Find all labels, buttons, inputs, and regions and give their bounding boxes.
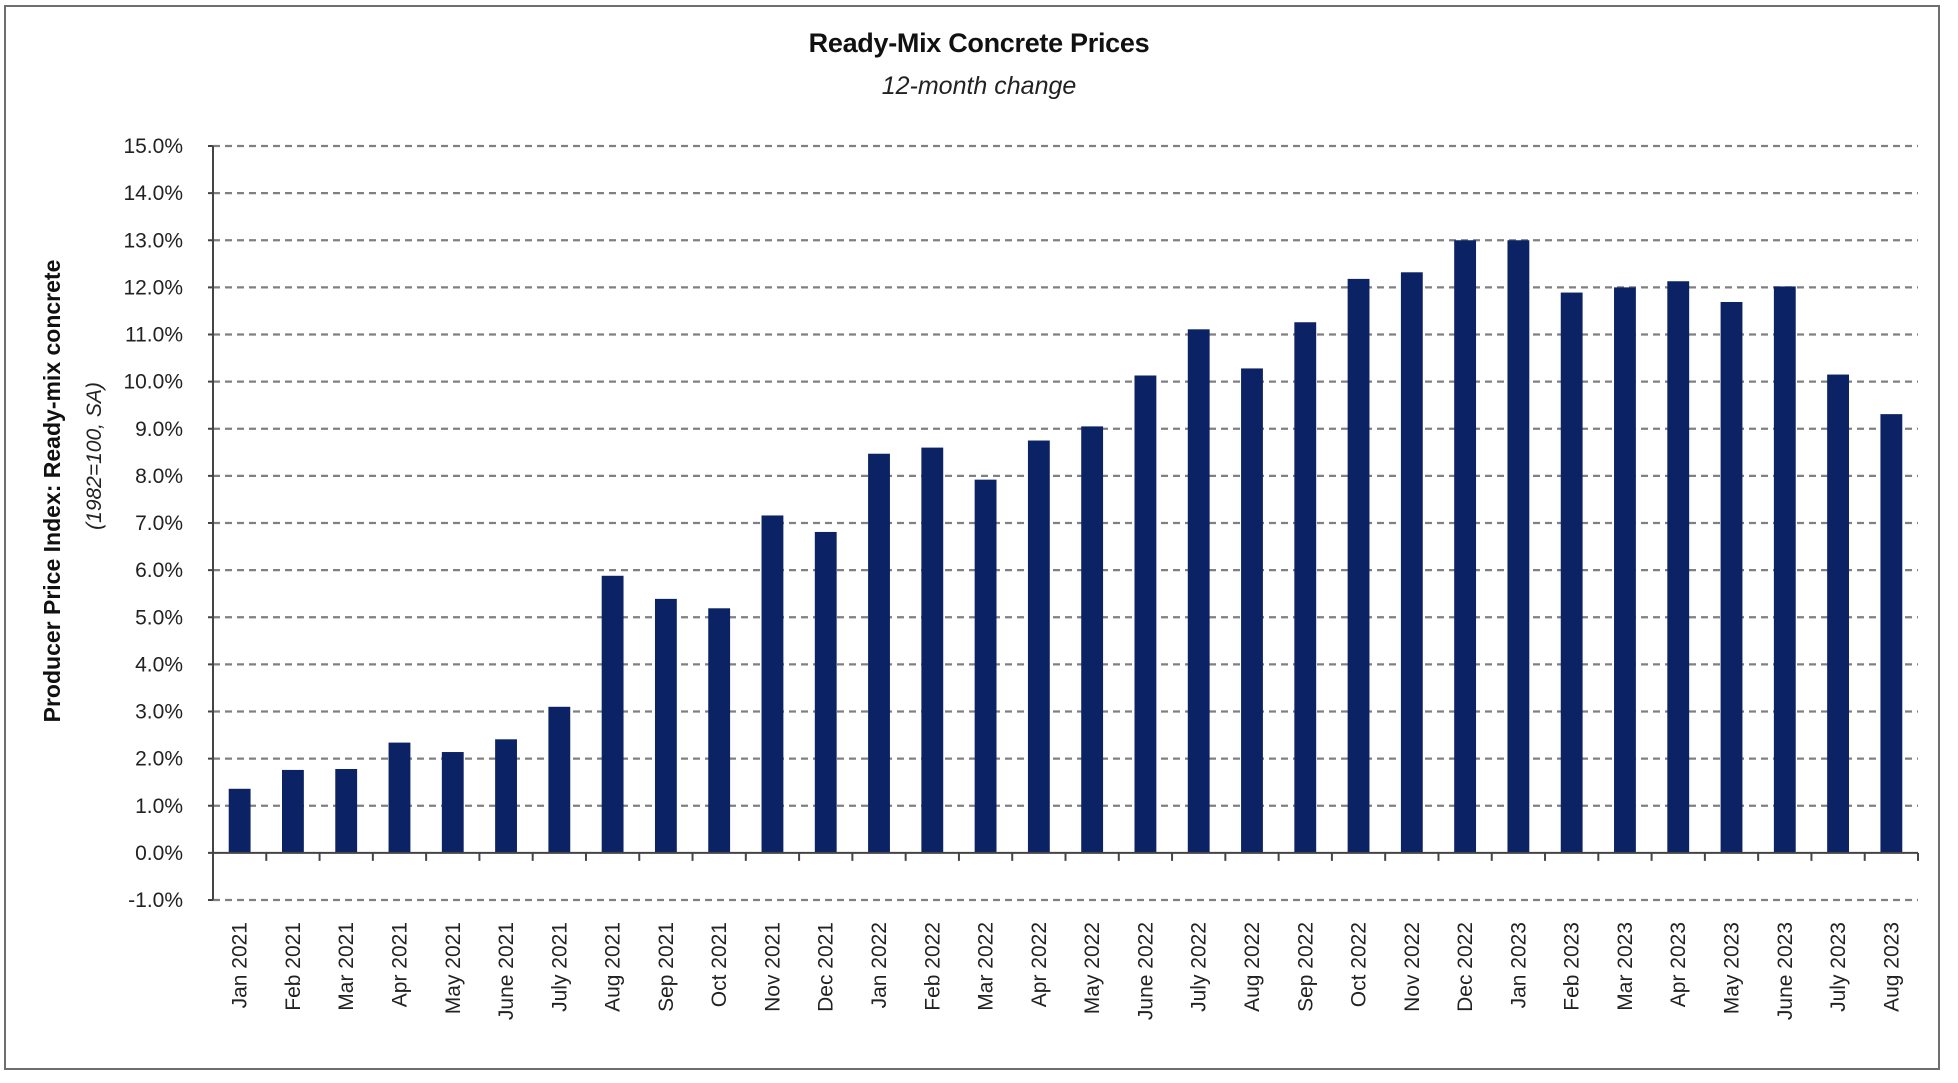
x-tick-label: Jan 2023 — [1507, 922, 1530, 1008]
y-tick-label: 15.0% — [123, 135, 183, 158]
y-tick-label: 7.0% — [135, 512, 183, 535]
x-tick-label: July 2022 — [1188, 922, 1211, 1012]
bar — [921, 447, 944, 853]
x-tick-labels: Jan 2021 Feb 2021 Mar 2021 Apr 2021 May 2021… — [229, 922, 1904, 1020]
bar — [1507, 240, 1530, 853]
bar — [1667, 281, 1690, 853]
x-tick-label: Mar 2022 — [975, 922, 998, 1011]
y-tick-label: 6.0% — [135, 559, 183, 582]
x-tick-label: July 2023 — [1827, 922, 1850, 1012]
bar — [1134, 375, 1157, 853]
x-tick-label: Apr 2022 — [1028, 922, 1051, 1007]
x-tick-label: Nov 2022 — [1401, 922, 1424, 1012]
x-tick-label: Aug 2022 — [1241, 922, 1264, 1012]
bar — [1241, 368, 1263, 853]
x-tick-label: June 2023 — [1774, 922, 1797, 1020]
x-tick-label: Feb 2023 — [1561, 922, 1584, 1011]
bar — [654, 598, 677, 853]
gridlines — [213, 144, 1918, 902]
x-tick-label: Mar 2023 — [1614, 922, 1637, 1011]
bar — [1294, 322, 1317, 853]
bar — [441, 752, 464, 853]
y-tick-label: 3.0% — [135, 701, 183, 724]
y-tick-label: 9.0% — [135, 418, 183, 441]
y-axis-label: Producer Price Index: Ready-mix concrete — [39, 260, 65, 723]
axes — [208, 145, 1919, 901]
bar — [228, 788, 251, 853]
x-tick-label: June 2021 — [495, 922, 518, 1020]
bar — [974, 479, 997, 853]
x-tick-label: Sep 2022 — [1294, 922, 1317, 1012]
x-tick-label: May 2023 — [1721, 922, 1744, 1014]
bar — [495, 739, 517, 853]
bar — [1187, 329, 1210, 853]
y-tick-label: -1.0% — [128, 889, 183, 912]
bar — [1454, 240, 1477, 853]
x-tick-label: Oct 2021 — [708, 922, 731, 1007]
y-tick-labels: -1.0% 0.0% 1.0% 2.0% 3.0% 4.0% 5.0% 6.0% 7.0% 8.0… — [123, 135, 183, 912]
bar — [1347, 278, 1370, 853]
y-tick-label: 13.0% — [123, 229, 183, 252]
x-tick-label: July 2021 — [548, 922, 571, 1012]
y-tick-label: 8.0% — [135, 465, 183, 488]
bar — [761, 515, 784, 853]
bar — [1827, 374, 1850, 853]
bar — [1081, 426, 1104, 853]
x-tick-label: Dec 2022 — [1454, 922, 1477, 1012]
y-tick-label: 2.0% — [135, 748, 183, 771]
y-tick-label: 11.0% — [125, 324, 183, 347]
y-axis-sublabel: (1982=100, SA) — [83, 382, 106, 530]
x-tick-label: Mar 2021 — [335, 922, 358, 1011]
x-tick-label: Aug 2023 — [1880, 922, 1903, 1012]
bar — [1614, 287, 1636, 853]
y-tick-label: 5.0% — [135, 606, 183, 629]
bars — [228, 240, 1903, 853]
y-tick-label: 14.0% — [123, 182, 183, 205]
x-tick-label: Nov 2021 — [761, 922, 784, 1012]
x-tick-label: Aug 2021 — [602, 922, 625, 1012]
x-tick-label: Jan 2022 — [868, 922, 891, 1008]
x-tick-label: Dec 2021 — [815, 922, 838, 1012]
y-tick-label: 10.0% — [123, 371, 183, 394]
y-tick-label: 4.0% — [135, 653, 183, 676]
y-tick-label: 12.0% — [123, 276, 183, 299]
y-tick-label: 1.0% — [135, 795, 183, 818]
bar — [1027, 440, 1050, 853]
bar — [868, 453, 890, 853]
bar — [1400, 272, 1423, 853]
x-tick-label: May 2021 — [442, 922, 465, 1014]
bar — [601, 575, 624, 853]
x-tick-label: June 2022 — [1134, 922, 1157, 1020]
x-tick-label: Oct 2022 — [1348, 922, 1371, 1007]
bar — [1773, 286, 1796, 853]
bar — [335, 768, 358, 853]
x-tick-label: Sep 2021 — [655, 922, 678, 1012]
x-tick-label: May 2022 — [1081, 922, 1104, 1014]
bar — [1720, 301, 1743, 853]
bar — [708, 608, 731, 853]
bar — [281, 769, 304, 853]
x-tick-label: Feb 2022 — [921, 922, 944, 1011]
x-tick-label: Apr 2021 — [388, 922, 411, 1007]
bar — [1560, 292, 1583, 853]
chart-title: Ready-Mix Concrete Prices — [808, 28, 1150, 58]
x-tick-label: Jan 2021 — [229, 922, 252, 1008]
y-tick-label: 0.0% — [135, 842, 183, 865]
x-tick-label: Feb 2021 — [282, 922, 305, 1011]
chart-subtitle: 12-month change — [881, 72, 1077, 100]
bar — [388, 742, 411, 853]
bar — [814, 531, 837, 853]
bar — [1880, 414, 1903, 853]
bar — [548, 706, 571, 853]
x-tick-label: Apr 2023 — [1667, 922, 1690, 1007]
